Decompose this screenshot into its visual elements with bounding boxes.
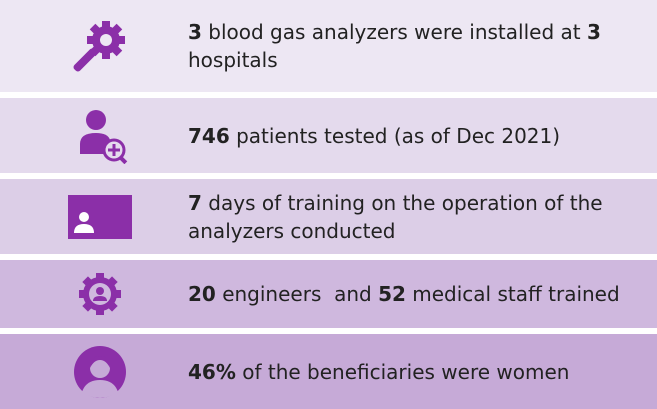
text: of the beneficiaries were women	[235, 359, 570, 384]
figure: 3	[586, 20, 601, 44]
row: 46% of the beneficiaries were women	[0, 334, 657, 409]
figure: 46%	[188, 359, 236, 384]
text: medical staff trained	[405, 282, 620, 306]
woman-icon	[74, 345, 126, 398]
row: 3 blood gas analyzers were installed at …	[0, 0, 657, 92]
training-icon	[68, 194, 132, 239]
figure: 20	[188, 282, 216, 306]
figure: 52	[378, 282, 406, 306]
text: engineers and	[215, 282, 379, 306]
patient-icon	[80, 109, 128, 164]
text: blood gas analyzers were installed at	[201, 20, 587, 44]
row-text: 3 blood gas analyzers were installed at …	[188, 18, 643, 74]
tools-icon	[73, 21, 125, 72]
row-text: 7 days of training on the operation of t…	[188, 189, 643, 245]
figure: 746	[188, 123, 230, 148]
row: 20 engineers and 52 medical staff traine…	[0, 260, 657, 328]
row-text: 46% of the beneficiaries were women	[188, 358, 643, 386]
text: hospitals	[188, 20, 608, 72]
figure: 7	[188, 190, 202, 215]
text: days of training on the operation of the…	[188, 190, 609, 243]
engineer-icon	[79, 273, 121, 315]
figure: 3	[188, 20, 202, 44]
row: 746 patients tested (as of Dec 2021)	[0, 98, 657, 173]
text: patients tested (as of Dec 2021)	[229, 123, 561, 148]
row: 7 days of training on the operation of t…	[0, 179, 657, 254]
row-text: 746 patients tested (as of Dec 2021)	[188, 122, 643, 150]
row-text: 20 engineers and 52 medical staff traine…	[188, 280, 643, 308]
